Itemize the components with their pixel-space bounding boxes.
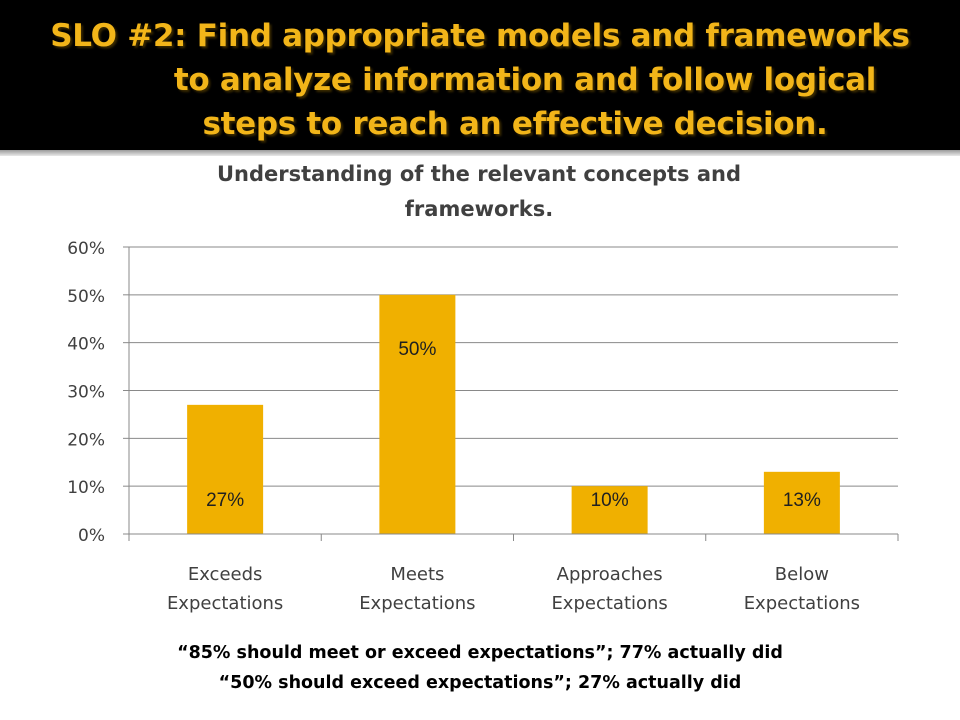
x-axis: Exceeds Expectations Meets Expectations Appr… xyxy=(128,533,899,614)
data-labels: 27% 50% 10% 13% xyxy=(206,339,821,511)
slide-title-line-1: SLO #2: Find appropriate models and fram… xyxy=(50,18,910,54)
y-tick-label: 40% xyxy=(67,335,105,355)
chart-title-line-2: frameworks. xyxy=(405,197,553,221)
x-tick-label: Expectations xyxy=(551,593,667,614)
y-axis: 0% 10% 20% 30% 40% 50% 60% xyxy=(67,239,130,546)
x-tick-label: Exceeds xyxy=(188,564,263,585)
footnote: “85% should meet or exceed expectations”… xyxy=(0,638,960,698)
x-tick-label: Expectations xyxy=(744,593,860,614)
x-tick-label: Meets xyxy=(390,564,444,585)
y-tick-label: 30% xyxy=(67,383,105,403)
chart-title-line-1: Understanding of the relevant concepts a… xyxy=(217,162,741,186)
bar-data-label: 27% xyxy=(206,490,244,511)
y-tick-label: 0% xyxy=(78,526,105,546)
footnote-line-2: “50% should exceed expectations”; 27% ac… xyxy=(218,673,742,693)
x-tick-label: Approaches xyxy=(557,564,663,585)
y-tick-label: 10% xyxy=(67,478,105,498)
x-tick-label: Expectations xyxy=(167,593,283,614)
title-banner xyxy=(0,0,960,150)
y-tick-label: 60% xyxy=(67,239,105,259)
bar xyxy=(763,471,840,534)
footnote-line-1: “85% should meet or exceed expectations”… xyxy=(177,643,783,663)
x-tick-label: Below xyxy=(775,564,829,585)
bar xyxy=(379,294,456,534)
bar xyxy=(187,404,264,534)
bar xyxy=(571,486,648,534)
bar-data-label: 13% xyxy=(783,490,821,511)
banner-divider xyxy=(0,150,960,156)
slide-title-line-3: steps to reach an effective decision. xyxy=(202,106,828,142)
slide-title: SLO #2: Find appropriate models and fram… xyxy=(30,14,930,146)
bar-data-label: 50% xyxy=(398,339,436,360)
x-tick-label: Expectations xyxy=(359,593,475,614)
y-tick-label: 50% xyxy=(67,287,105,307)
bars xyxy=(187,294,840,534)
y-tick-label: 20% xyxy=(67,430,105,450)
bar-chart: Understanding of the relevant concepts a… xyxy=(67,162,899,614)
bar-data-label: 10% xyxy=(591,490,629,511)
slide-title-line-2: to analyze information and follow logica… xyxy=(173,62,877,98)
